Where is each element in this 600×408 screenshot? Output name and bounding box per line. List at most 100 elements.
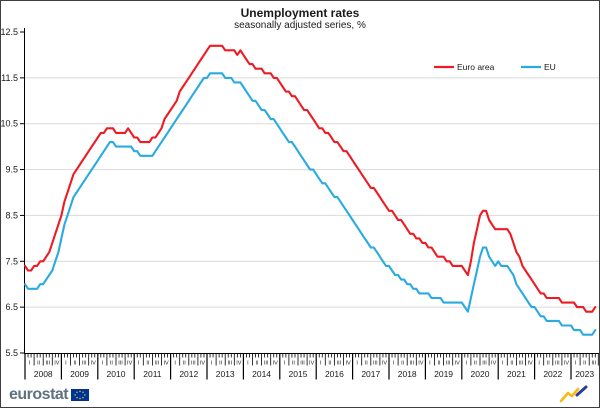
svg-text:11.5: 11.5 <box>1 73 18 83</box>
svg-text:I: I <box>211 361 213 367</box>
svg-text:III: III <box>482 361 487 367</box>
svg-text:IV: IV <box>127 361 133 367</box>
svg-text:I: I <box>65 361 67 367</box>
svg-text:II: II <box>110 361 114 367</box>
svg-text:IV: IV <box>309 361 315 367</box>
svg-text:I: I <box>466 361 468 367</box>
svg-text:III: III <box>264 361 269 367</box>
svg-text:I: I <box>102 361 104 367</box>
svg-text:IV: IV <box>200 361 206 367</box>
svg-text:III: III <box>82 361 87 367</box>
svg-text:I: I <box>575 361 577 367</box>
svg-text:IV: IV <box>236 361 242 367</box>
legend-label-eu: EU <box>544 62 556 72</box>
svg-text:IV: IV <box>418 361 424 367</box>
svg-text:II: II <box>547 361 551 367</box>
svg-text:I: I <box>284 361 286 367</box>
svg-text:I: I <box>247 361 249 367</box>
svg-text:IV: IV <box>54 361 60 367</box>
svg-text:IV: IV <box>273 361 279 367</box>
svg-text:II: II <box>183 361 187 367</box>
svg-text:III: III <box>191 361 196 367</box>
svg-text:2010: 2010 <box>107 369 126 379</box>
svg-text:IV: IV <box>491 361 497 367</box>
chart-title: Unemployment rates <box>240 6 360 20</box>
svg-text:IV: IV <box>345 361 351 367</box>
svg-text:6.5: 6.5 <box>5 302 18 312</box>
svg-text:II: II <box>219 361 223 367</box>
svg-text:I: I <box>429 361 431 367</box>
svg-text:II: II <box>474 361 478 367</box>
svg-text:2019: 2019 <box>434 369 453 379</box>
svg-text:2021: 2021 <box>507 369 526 379</box>
svg-text:III: III <box>118 361 123 367</box>
svg-text:8.5: 8.5 <box>5 210 18 220</box>
svg-text:2013: 2013 <box>216 369 235 379</box>
svg-text:2020: 2020 <box>471 369 490 379</box>
svg-text:IV: IV <box>163 361 169 367</box>
svg-text:2012: 2012 <box>179 369 198 379</box>
svg-text:II: II <box>74 361 78 367</box>
svg-text:9.5: 9.5 <box>5 165 18 175</box>
svg-text:II: II <box>37 361 41 367</box>
svg-text:II: II <box>292 361 296 367</box>
svg-text:I: I <box>393 361 395 367</box>
svg-text:IV: IV <box>91 361 97 367</box>
y-axis: 5.5 6.5 7.5 8.5 9.5 10.5 11.5 12.5 <box>1 27 25 358</box>
eu-flag-icon <box>71 389 90 401</box>
svg-text:III: III <box>373 361 378 367</box>
svg-text:II: II <box>401 361 405 367</box>
svg-text:II: II <box>510 361 514 367</box>
svg-text:III: III <box>155 361 160 367</box>
svg-text:III: III <box>45 361 50 367</box>
svg-text:II: II <box>256 361 260 367</box>
svg-text:12.5: 12.5 <box>1 27 18 37</box>
eurostat-wordmark: eurostat <box>9 386 69 403</box>
svg-text:I: I <box>502 361 504 367</box>
svg-text:2023: 2023 <box>575 369 594 379</box>
series-line-eu <box>23 72 597 336</box>
svg-text:III: III <box>446 361 451 367</box>
statistics-swoosh-icon <box>559 385 589 407</box>
svg-text:III: III <box>409 361 414 367</box>
gridlines <box>24 77 599 308</box>
svg-text:I: I <box>29 361 31 367</box>
svg-text:IV: IV <box>382 361 388 367</box>
svg-text:2016: 2016 <box>325 369 344 379</box>
svg-text:2015: 2015 <box>289 369 308 379</box>
series-line-euro-area <box>23 44 597 313</box>
svg-text:IV: IV <box>564 361 570 367</box>
legend-label-euro-area: Euro area <box>457 62 495 72</box>
legend: Euro area EU <box>434 62 556 72</box>
svg-text:II: II <box>328 361 332 367</box>
svg-text:I: I <box>320 361 322 367</box>
svg-text:III: III <box>591 361 596 367</box>
svg-text:2022: 2022 <box>543 369 562 379</box>
svg-text:II: II <box>583 361 587 367</box>
svg-text:II: II <box>146 361 150 367</box>
eurostat-logo: eurostat <box>9 386 90 404</box>
svg-text:III: III <box>337 361 342 367</box>
svg-text:2009: 2009 <box>70 369 89 379</box>
svg-text:I: I <box>138 361 140 367</box>
svg-text:5.5: 5.5 <box>5 348 18 358</box>
svg-text:2011: 2011 <box>143 369 162 379</box>
svg-text:2017: 2017 <box>361 369 380 379</box>
svg-text:III: III <box>519 361 524 367</box>
svg-text:III: III <box>555 361 560 367</box>
svg-text:I: I <box>174 361 176 367</box>
svg-text:2014: 2014 <box>252 369 271 379</box>
svg-text:II: II <box>438 361 442 367</box>
svg-text:7.5: 7.5 <box>5 256 18 266</box>
svg-text:I: I <box>538 361 540 367</box>
svg-text:III: III <box>227 361 232 367</box>
chart-subtitle: seasonally adjusted series, % <box>234 20 366 31</box>
svg-text:IV: IV <box>527 361 533 367</box>
svg-text:2008: 2008 <box>34 369 53 379</box>
svg-text:IV: IV <box>455 361 461 367</box>
svg-text:2018: 2018 <box>398 369 417 379</box>
x-axis: I II III IV I II III IV I II III IV I II III IV I II III IV… <box>24 353 599 380</box>
svg-text:10.5: 10.5 <box>1 119 18 129</box>
